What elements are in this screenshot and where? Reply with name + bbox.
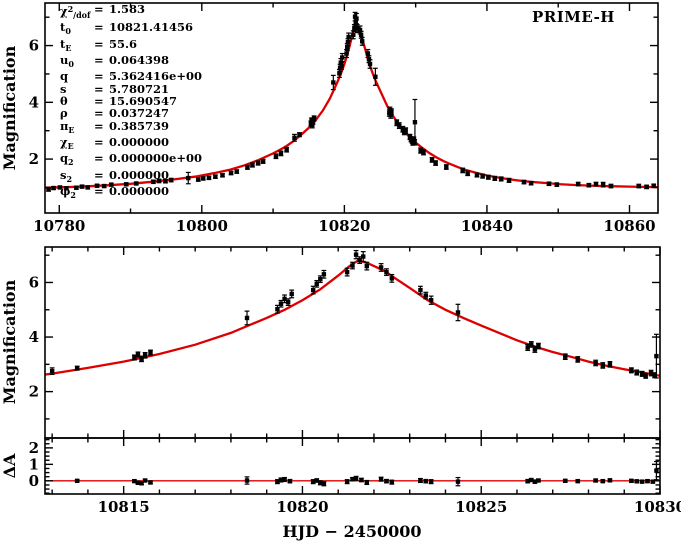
residual-panel-y-axis-title: ΔA	[0, 453, 19, 478]
y-tick-label: 0	[29, 472, 39, 490]
x-tick-label: 10820	[276, 498, 328, 516]
x-tick-label: 10860	[603, 217, 655, 235]
zoom-panel-y-axis-title: Magnification	[0, 279, 19, 404]
x-axis-title: HJD − 2450000	[282, 522, 421, 541]
data-points	[46, 11, 657, 192]
axis-ticks	[45, 438, 661, 494]
x-tick-label: 10800	[176, 217, 228, 235]
panel-zoom: 2 4 6	[29, 246, 661, 439]
x-tick-label: 10820	[318, 217, 370, 235]
residual-points	[74, 460, 659, 487]
top-panel-y-axis-title: Magnification	[0, 45, 19, 170]
panel-frame	[44, 246, 661, 439]
model-light-curve	[45, 20, 658, 189]
y-tick-label: 1	[29, 455, 39, 473]
y-tick-label: 6	[29, 37, 39, 55]
y-tick-label: 2	[29, 439, 39, 457]
panel-frame	[44, 437, 661, 495]
y-tick-label: 2	[29, 150, 39, 168]
y-tick-label: 2	[29, 383, 39, 401]
axis-ticks	[45, 247, 661, 438]
x-tick-label: 10840	[461, 217, 513, 235]
x-tick-label: 10830	[634, 498, 681, 516]
x-tick-label: 10825	[455, 498, 507, 516]
axis-ticks	[45, 3, 658, 213]
x-tick-label: 10815	[98, 498, 150, 516]
y-tick-label: 4	[29, 93, 39, 111]
data-points	[49, 249, 659, 379]
y-tick-label: 4	[29, 328, 39, 346]
panel-residuals: 012 10815 10820 10825 10830	[29, 437, 681, 516]
model-light-curve	[45, 259, 660, 377]
observatory-label: PRIME-H	[532, 8, 615, 26]
x-tick-label: 10780	[33, 217, 85, 235]
panel-full: 2 4 6 10780 10800 10820 10840 10860	[29, 2, 659, 235]
panel-frame	[44, 2, 659, 214]
y-tick-label: 6	[29, 273, 39, 291]
